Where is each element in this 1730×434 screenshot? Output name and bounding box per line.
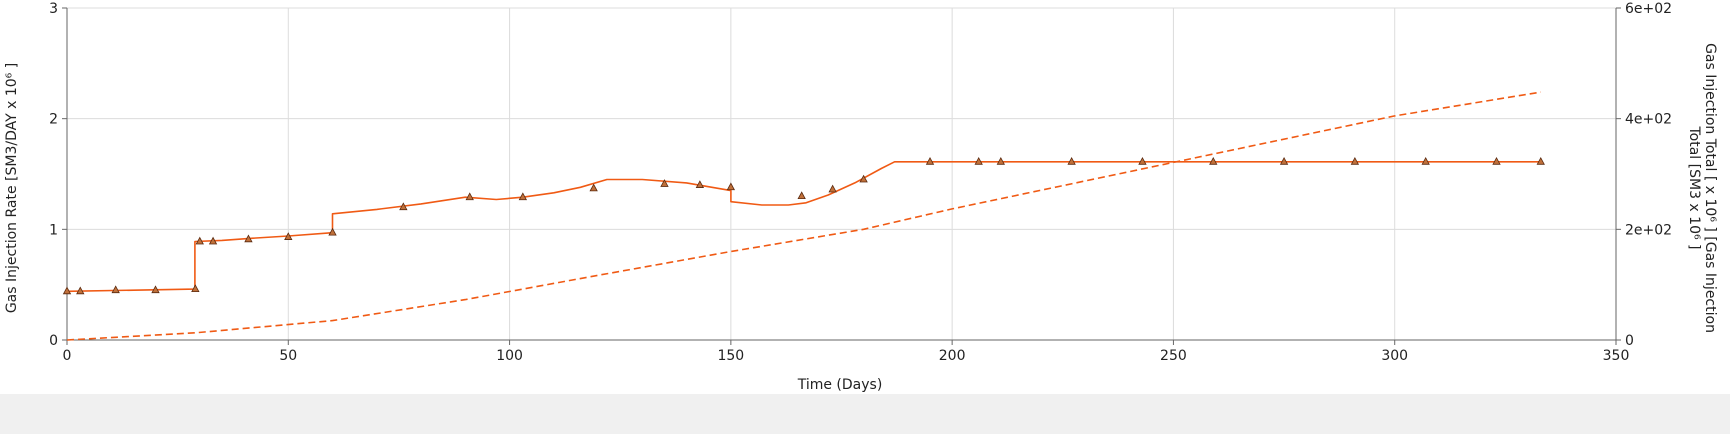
observed-marker bbox=[111, 285, 120, 294]
gas-injection-total-line bbox=[66, 91, 1541, 341]
x-tick-label: 300 bbox=[1381, 348, 1408, 364]
x-tick-label: 100 bbox=[496, 348, 523, 364]
observed-marker bbox=[797, 191, 806, 200]
plot-panel: 0 50 100 150 200 250 300 350 0 1 2 3 0 2e+02 4e+02 6e+0… bbox=[0, 0, 1730, 394]
x-tick-label: 50 bbox=[279, 348, 297, 364]
y-tick-label: 3 bbox=[49, 1, 58, 17]
observed-marker bbox=[1279, 156, 1289, 165]
y2-tick-label: 0 bbox=[1625, 333, 1634, 349]
y2-axis-title-line-2: Total [SM3 x 10⁶ ] bbox=[1686, 125, 1702, 249]
gas-injection-chart: 0 50 100 150 200 250 300 350012302e+024e+026e+0… bbox=[4, 1, 1718, 393]
observed-marker bbox=[1421, 156, 1430, 165]
observed-marker bbox=[328, 227, 337, 236]
y2-tick-label: 6e+02 bbox=[1625, 1, 1672, 17]
y-tick-label: 0 bbox=[49, 333, 58, 349]
gas-injection-rate-line bbox=[66, 161, 1541, 293]
observed-marker bbox=[195, 236, 204, 245]
y2-axis-title-line-1: Gas Injection Total [ x 10⁶ ] [Gas Injec… bbox=[1702, 43, 1718, 333]
observed-marker bbox=[151, 285, 160, 294]
observed-marker bbox=[695, 180, 705, 188]
observed-marker bbox=[996, 156, 1005, 165]
observed-marker bbox=[399, 202, 408, 211]
observed-marker bbox=[76, 286, 85, 295]
observed-marker bbox=[925, 156, 935, 165]
observed-marker bbox=[244, 234, 253, 243]
y2-tick-label: 2e+02 bbox=[1625, 222, 1672, 238]
observed-marker bbox=[828, 184, 837, 193]
observed-marker bbox=[660, 179, 669, 187]
observed-marker bbox=[1138, 156, 1147, 165]
x-axis-title: Time (Days) bbox=[797, 377, 883, 393]
observed-marker bbox=[974, 156, 983, 165]
y-tick-label: 1 bbox=[49, 222, 58, 238]
observed-marker bbox=[589, 183, 598, 192]
observed-marker bbox=[1492, 156, 1501, 165]
x-tick-label: 250 bbox=[1160, 348, 1187, 364]
x-tick-label: 350 bbox=[1603, 348, 1630, 364]
observed-marker bbox=[284, 232, 293, 240]
observed-marker bbox=[208, 236, 218, 245]
observed-marker bbox=[1536, 156, 1545, 165]
y-axis-title: Gas Injection Rate [SM3/DAY x 10⁶ ] bbox=[4, 63, 20, 313]
x-tick-label: 0 bbox=[63, 348, 72, 364]
y2-tick-label: 4e+02 bbox=[1625, 112, 1672, 128]
x-tick-label: 150 bbox=[717, 348, 744, 364]
observed-marker bbox=[859, 174, 868, 183]
observed-marker bbox=[1209, 156, 1218, 165]
x-tick-label: 200 bbox=[939, 348, 966, 364]
observed-marker bbox=[518, 192, 528, 201]
observed-marker bbox=[726, 182, 736, 191]
observed-marker bbox=[1350, 156, 1360, 165]
observed-marker bbox=[465, 192, 474, 201]
observed-marker bbox=[1067, 156, 1076, 165]
observed-marker bbox=[191, 284, 200, 292]
y-tick-label: 2 bbox=[49, 112, 58, 128]
observed-marker bbox=[62, 286, 72, 295]
